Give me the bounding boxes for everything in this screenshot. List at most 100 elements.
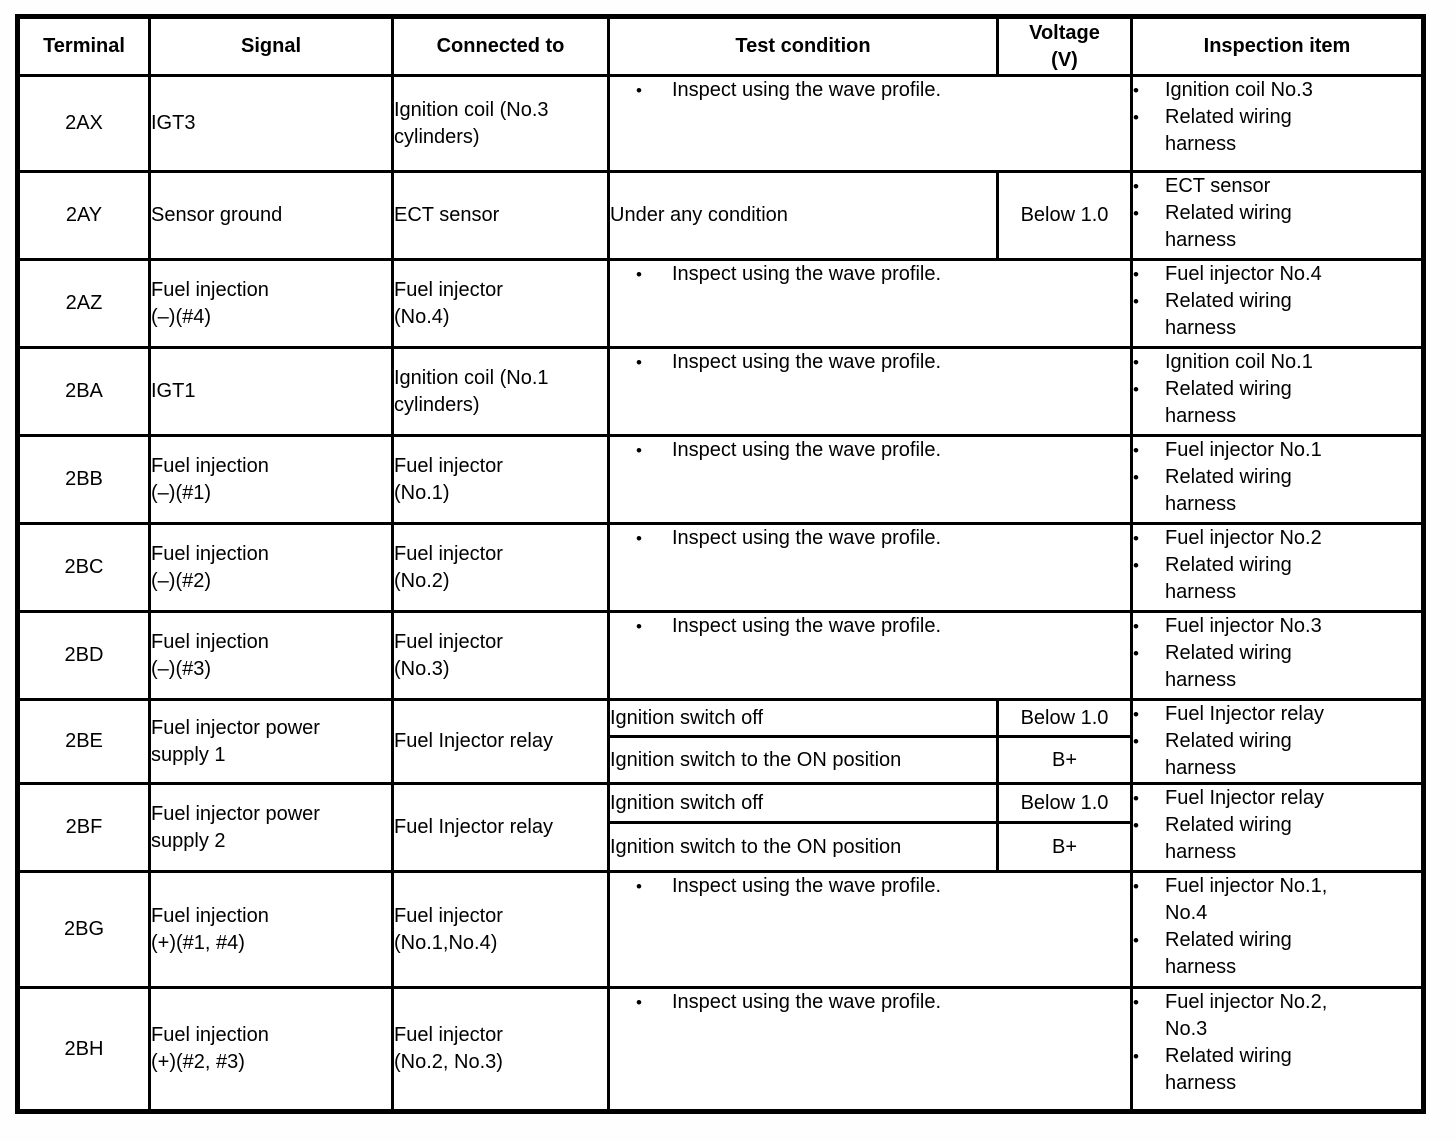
column-header-test-condition: Test condition: [607, 15, 999, 77]
bullet-icon: •: [1133, 380, 1139, 399]
table-row: 2BD Fuel injection (–)(#3) Fuel injector…: [16, 610, 1425, 701]
test-condition-text: Inspect using the wave profile.: [672, 991, 942, 1013]
inspection-item-text: Related wiring harness: [1165, 290, 1292, 339]
signal-text: Sensor ground: [151, 204, 283, 226]
inspection-item-cell: • Fuel Injector relay • Related wiring har…: [1130, 698, 1425, 785]
test-condition-cell: • Inspect using the wave profile.: [607, 258, 1133, 349]
inspection-item-cell: • Fuel injector No.3 • Related wiring harn…: [1130, 610, 1425, 701]
inspection-item-text: Fuel injector No.2: [1165, 527, 1322, 549]
inspection-item-text: Fuel injector No.1, No.4: [1165, 875, 1328, 924]
connected-to-text: ECT sensor: [394, 204, 500, 226]
connected-to-cell: Fuel injector (No.3): [391, 610, 610, 701]
test-condition-text: Inspect using the wave profile.: [672, 439, 942, 461]
signal-text: Fuel injection (–)(#2): [151, 542, 269, 592]
table-row: 2BA IGT1 Ignition coil (No.1 cylinders) …: [16, 346, 1425, 437]
signal-cell: Fuel injection (+)(#2, #3): [148, 986, 394, 1113]
bullet-icon: •: [1133, 993, 1139, 1012]
condition-subrow: Ignition switch to the ON position B+: [18, 821, 1424, 873]
terminal-cell: 2AZ: [16, 258, 151, 349]
test-condition-cell: • Inspect using the wave profile.: [607, 74, 1133, 173]
bullet-icon: •: [1133, 877, 1139, 896]
test-condition-text: Ignition switch to the ON position: [610, 748, 902, 771]
bullet-icon: •: [1133, 177, 1139, 196]
table-row: 2AX IGT3 Ignition coil (No.3 cylinders) …: [16, 74, 1425, 173]
connected-to-text: Fuel injector (No.2, No.3): [394, 1024, 503, 1073]
bullet-icon: •: [636, 529, 642, 548]
test-condition-cell: • Inspect using the wave profile.: [607, 522, 1133, 613]
inspection-item-cell: • Ignition coil No.3 • Related wiring harn…: [1130, 74, 1425, 173]
signal-text: Fuel injection (–)(#3): [151, 630, 269, 680]
test-condition-cell: • Inspect using the wave profile.: [607, 986, 1133, 1113]
test-condition-cell: • Inspect using the wave profile.: [607, 346, 1133, 437]
voltage-cell: B+: [996, 821, 1133, 873]
bullet-icon: •: [636, 265, 642, 284]
connected-to-text: Fuel injector (No.3): [394, 630, 503, 680]
terminal-cell: 2BA: [16, 346, 151, 437]
inspection-item-cell: • Ignition coil No.1 • Related wiring harn…: [1130, 346, 1425, 437]
terminal-cell: 2BD: [16, 610, 151, 701]
connected-to-text: Ignition coil (No.3 cylinders): [394, 98, 549, 148]
table-row: 2BG Fuel injection (+)(#1, #4) Fuel inje…: [16, 870, 1425, 989]
test-condition-text: Under any condition: [610, 204, 788, 226]
inspection-item-text: Fuel injector No.3: [1165, 615, 1322, 637]
column-header-inspection-item: Inspection item: [1130, 15, 1425, 77]
inspection-item-text: Related wiring harness: [1165, 1045, 1292, 1094]
test-condition-text: Inspect using the wave profile.: [672, 79, 942, 101]
test-condition-text: Inspect using the wave profile.: [672, 615, 942, 637]
connected-to-text: Fuel injector (No.4): [394, 278, 503, 328]
connected-to-cell: Fuel injector (No.2): [391, 522, 610, 613]
condition-subrow: Ignition switch to the ON position B+: [18, 735, 1424, 785]
test-condition-cell: • Inspect using the wave profile.: [607, 434, 1133, 525]
test-condition-cell: • Inspect using the wave profile.: [607, 610, 1133, 701]
signal-cell: Fuel injector power supply 2: [148, 782, 394, 873]
bullet-icon: •: [1133, 617, 1139, 636]
inspection-item-text: Related wiring harness: [1165, 730, 1292, 779]
bullet-icon: •: [636, 617, 642, 636]
table-row: 2BC Fuel injection (–)(#2) Fuel injector…: [16, 522, 1425, 613]
terminal-inspection-table: Terminal Signal Connected to Test condit…: [15, 14, 1426, 1114]
connected-to-text: Fuel injector (No.1): [394, 454, 503, 504]
connected-to-cell: ECT sensor: [391, 170, 610, 261]
connected-to-cell: Fuel Injector relay: [391, 782, 610, 873]
column-header-label: Terminal: [43, 35, 125, 57]
signal-cell: IGT1: [148, 346, 394, 437]
signal-text: IGT1: [151, 380, 196, 402]
connected-to-cell: Fuel injector (No.1,No.4): [391, 870, 610, 989]
signal-cell: IGT3: [148, 74, 394, 173]
bullet-icon: •: [1133, 705, 1139, 724]
table-row: 2BH Fuel injection (+)(#2, #3) Fuel inje…: [16, 986, 1425, 1113]
signal-text: Fuel injection (+)(#1, #4): [151, 904, 269, 954]
test-condition-text: Ignition switch off: [610, 791, 764, 814]
table-row: 2BE Fuel injector power supply 1 Fuel In…: [16, 697, 1425, 785]
signal-text: Fuel injector power supply 1: [151, 716, 320, 766]
table-row: 2BB Fuel injection (–)(#1) Fuel injector…: [16, 434, 1425, 525]
bullet-icon: •: [1133, 816, 1139, 835]
inspection-item-text: Related wiring harness: [1165, 814, 1292, 863]
signal-cell: Fuel injection (–)(#2): [148, 522, 394, 613]
test-condition-text: Ignition switch off: [610, 706, 764, 729]
signal-text: IGT3: [151, 112, 196, 134]
signal-cell: Sensor ground: [148, 170, 394, 261]
inspection-item-cell: • ECT sensor • Related wiring harness: [1130, 170, 1425, 261]
connected-to-text: Fuel injector (No.2): [394, 542, 503, 592]
inspection-item-text: Fuel injector No.4: [1165, 263, 1322, 285]
signal-cell: Fuel injection (–)(#1): [148, 434, 394, 525]
inspection-item-text: Related wiring harness: [1165, 202, 1292, 251]
bullet-icon: •: [636, 877, 642, 896]
test-condition-text: Inspect using the wave profile.: [672, 527, 942, 549]
inspection-item-text: Related wiring harness: [1165, 378, 1292, 427]
bullet-icon: •: [1133, 789, 1139, 808]
inspection-item-text: ECT sensor: [1165, 175, 1271, 197]
bullet-icon: •: [1133, 556, 1139, 575]
terminal-cell: 2BF: [16, 782, 151, 873]
inspection-item-text: Related wiring harness: [1165, 642, 1292, 691]
inspection-item-text: Related wiring harness: [1165, 106, 1292, 155]
bullet-icon: •: [1133, 529, 1139, 548]
bullet-icon: •: [1133, 204, 1139, 223]
voltage-cell: Below 1.0: [996, 697, 1133, 739]
inspection-item-text: Fuel Injector relay: [1165, 703, 1324, 725]
bullet-icon: •: [636, 81, 642, 100]
inspection-item-text: Ignition coil No.3: [1165, 79, 1313, 101]
inspection-item-cell: • Fuel injector No.2, No.3 • Related wirin…: [1130, 986, 1425, 1113]
